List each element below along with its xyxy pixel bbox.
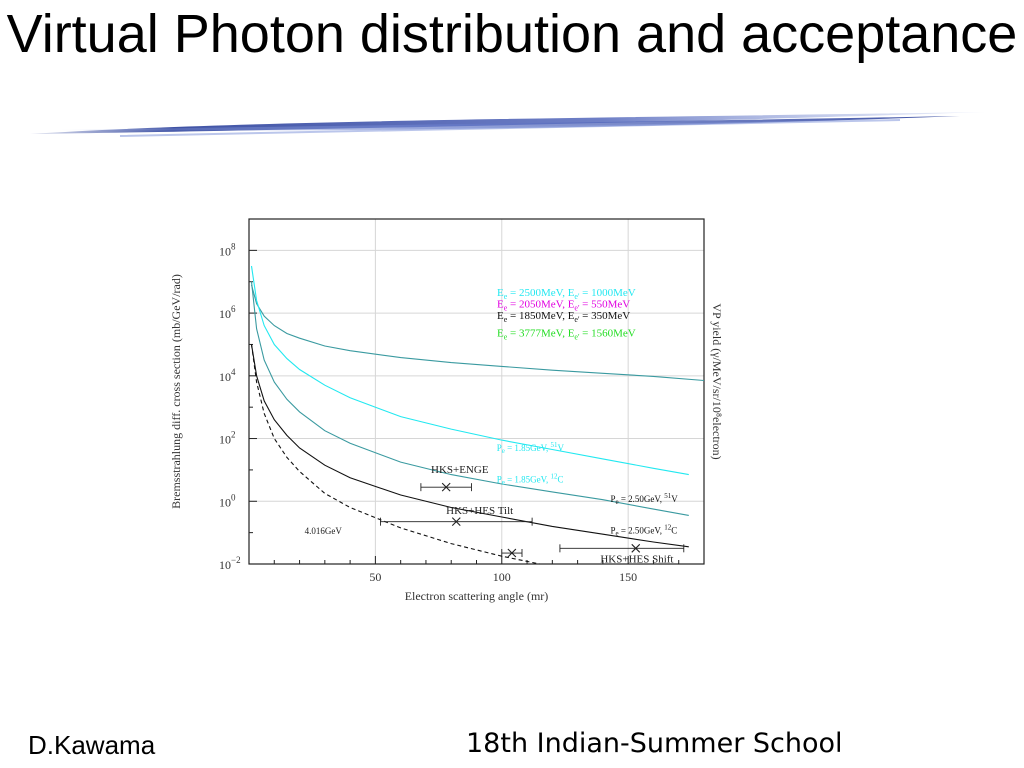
- legend-entry: Ee = 1850MeV, Ee' = 350MeV: [497, 310, 630, 324]
- curve-label: Pe = 2.50GeV, 12C: [610, 524, 677, 538]
- y-tick-label: 108: [219, 241, 236, 258]
- y-tick-label: 100: [219, 492, 236, 509]
- annotation-label: 4.016GeV: [305, 526, 343, 536]
- acceptance-marker: [631, 543, 641, 553]
- title-underline-swoosh: [30, 112, 985, 137]
- slide-title: Virtual Photon distribution and acceptan…: [6, 4, 1018, 64]
- vp-distribution-chart: 50 100 150 10−2 100 102 104 106 108 Electron scat…: [169, 218, 724, 603]
- legend-entry: Ee = 2050MeV, Ee' = 550MeV: [497, 299, 630, 313]
- y-tick-label: 104: [219, 367, 236, 384]
- x-tick-label: 100: [493, 570, 511, 584]
- y-tick-label: 106: [219, 304, 236, 321]
- footer-event: 18th Indian-Summer School: [466, 728, 843, 759]
- y-tick-label: 10−2: [219, 555, 241, 572]
- acceptance-marker: [441, 482, 451, 492]
- series-line-dashed_4016: [250, 344, 540, 565]
- annotation-label: HKS+ENGE: [431, 464, 489, 476]
- series-line-cyan_vp: [250, 265, 689, 476]
- footer-author: D.Kawama: [28, 730, 156, 760]
- y-tick-label: 102: [219, 430, 236, 447]
- series-line-black_vp: [250, 344, 689, 548]
- x-tick-label: 150: [619, 570, 637, 584]
- curve-label: Pe = 1.85GeV, 51V: [497, 441, 565, 455]
- annotation-label: HKS+HES Tilt: [446, 505, 513, 517]
- x-tick-label: 50: [369, 570, 381, 584]
- acceptance-marker: [451, 517, 461, 527]
- x-axis-label: Electron scattering angle (mr): [405, 589, 549, 603]
- series-line-teal_vp: [250, 281, 689, 516]
- annotation-label: HKS+HES Shift: [600, 553, 673, 565]
- curve-label: Pe = 1.85GeV, 12C: [497, 472, 564, 486]
- legend-entry: Ee = 3777MeV, Ee' = 1560MeV: [497, 328, 636, 342]
- y-axis-label: Bremsstrahlung diff. cross section (mb/G…: [169, 274, 183, 509]
- acceptance-marker: [507, 548, 517, 558]
- legend-entry: Ee = 2500MeV, Ee' = 1000MeV: [497, 287, 636, 301]
- curve-label: Pe = 2.50GeV, 51V: [610, 492, 678, 506]
- series-line-brems_top: [250, 284, 705, 382]
- y-axis-label-right: VP yield (γ/MeV/sr/10⁸electron): [710, 303, 724, 459]
